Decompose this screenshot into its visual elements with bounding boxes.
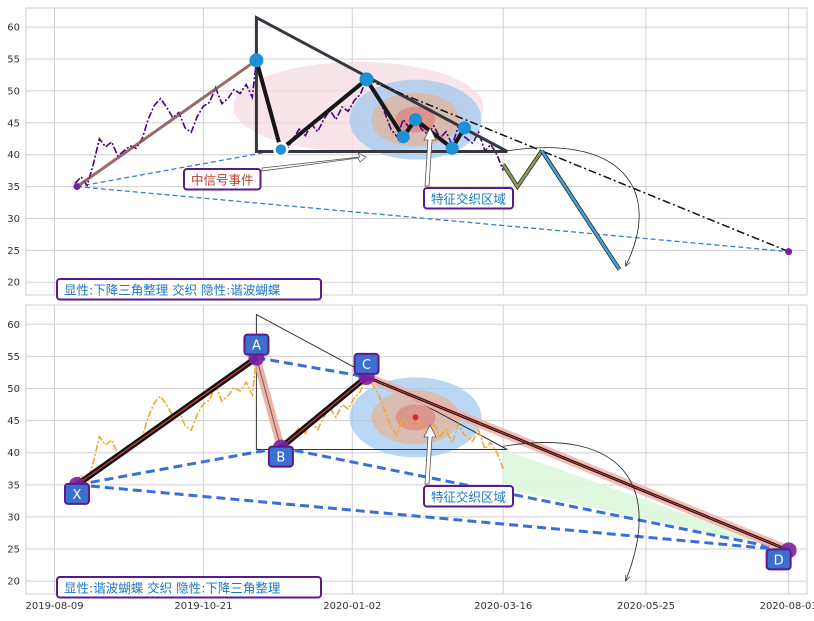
- pivot-point: [445, 141, 459, 155]
- x-tick-label: 2020-03-16: [474, 601, 532, 612]
- point-badge-x: [63, 482, 90, 505]
- pattern-label: 显性:下降三角整理 交织 隐性:谐波蝴蝶: [64, 283, 281, 298]
- ab-leg: [255, 357, 282, 448]
- y-tick-label: 20: [7, 577, 20, 588]
- projection-leg-2: [540, 150, 621, 271]
- x-tick-label: 2019-08-09: [25, 601, 83, 612]
- x-tick-label: 2020-08-03: [760, 601, 814, 612]
- pivot-point: [396, 130, 410, 144]
- x-tick-label: 2020-01-02: [323, 601, 381, 612]
- y-tick-label: 40: [7, 150, 20, 161]
- cd-leg-inner: [366, 376, 789, 551]
- d-point: [785, 248, 793, 256]
- x-tick-label: 2019-10-21: [174, 601, 232, 612]
- zone-center-dot: [412, 414, 419, 421]
- point-label-d: D: [774, 553, 784, 568]
- y-tick-label: 60: [7, 23, 20, 34]
- pivot-point: [457, 121, 471, 135]
- bottom-plot: [68, 313, 797, 582]
- y-tick-label: 55: [7, 55, 20, 66]
- resistance-line: [366, 78, 789, 253]
- y-tick-label: 25: [7, 246, 20, 257]
- signal-arrow: [261, 152, 367, 172]
- point-label-a: A: [252, 339, 261, 354]
- intersection-label-box: [423, 187, 514, 210]
- dashed-ac-line: [256, 356, 367, 379]
- y-tick-label: 55: [7, 352, 20, 363]
- point-badge-c: [353, 352, 380, 375]
- y-tick-label: 45: [7, 118, 20, 129]
- pivot-point: [249, 53, 264, 68]
- point-label-c: C: [362, 358, 371, 373]
- y-tick-label: 35: [7, 182, 20, 193]
- pattern-label-box: [56, 576, 322, 599]
- intersection-arrow: [423, 127, 437, 187]
- descending-triangle: [254, 15, 508, 153]
- signal-event-label: 中信号事件: [191, 173, 254, 188]
- y-tick-label: 20: [7, 278, 20, 289]
- y-tick-label: 60: [7, 320, 20, 331]
- y-tick-label: 30: [7, 512, 20, 523]
- xb-dashed-line: [76, 148, 282, 188]
- y-tick-label: 50: [7, 86, 20, 97]
- y-tick-label: 25: [7, 545, 20, 556]
- point-label-b: B: [276, 451, 285, 466]
- y-tick-label: 50: [7, 384, 20, 395]
- curved-arrow: [503, 442, 640, 581]
- xd-dashed-line: [76, 185, 789, 253]
- point-label-x: X: [73, 488, 82, 503]
- pivot-point: [273, 141, 289, 158]
- dashed-xd-line: [76, 483, 789, 552]
- point-badge-b: [267, 445, 294, 468]
- pivot-point: [408, 113, 422, 127]
- pattern-label-box: [56, 278, 322, 301]
- projection-leg-1: [502, 150, 543, 189]
- point-badge-d: [765, 548, 792, 571]
- pattern-label: 显性:谐波蝴蝶 交织 隐性:下降三角整理: [64, 581, 281, 596]
- start-point: [73, 183, 81, 191]
- top-plot: [73, 15, 793, 271]
- dashed-bd-line: [280, 446, 789, 552]
- pivot-point: [359, 72, 374, 87]
- xa-leg-inner: [76, 357, 257, 486]
- intersection-arrow: [423, 424, 437, 485]
- xa-leg: [76, 59, 258, 188]
- intersection-label: 特征交织区域: [431, 490, 506, 505]
- y-tick-label: 40: [7, 448, 20, 459]
- intersection-label: 特征交织区域: [431, 192, 506, 207]
- signal-event-label-box: [183, 168, 262, 191]
- curved-arrow: [503, 147, 640, 267]
- intersection-label-box: [423, 485, 514, 508]
- dashed-xb-line: [76, 446, 282, 487]
- y-tick-label: 35: [7, 480, 20, 491]
- bc-leg-inner: [280, 376, 367, 449]
- x-tick-label: 2020-05-25: [617, 601, 675, 612]
- y-tick-label: 45: [7, 416, 20, 427]
- grid: [26, 8, 807, 295]
- y-tick-label: 30: [7, 214, 20, 225]
- point-badge-a: [243, 333, 270, 356]
